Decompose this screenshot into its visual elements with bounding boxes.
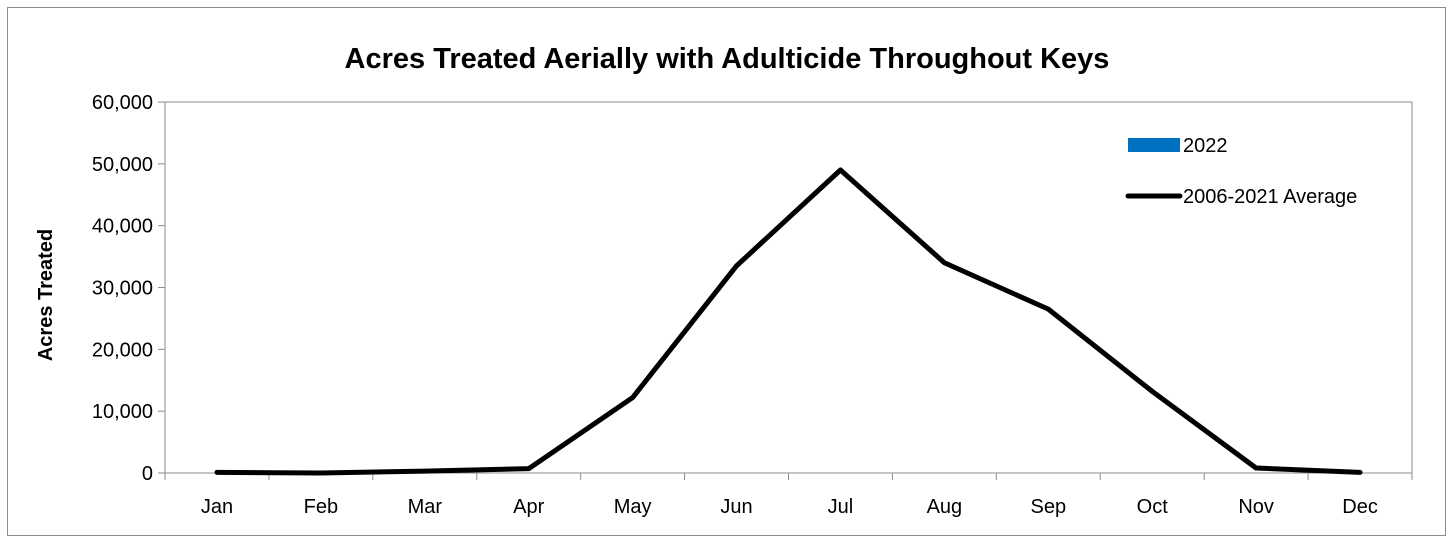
y-axis-label: Acres Treated — [35, 229, 57, 361]
x-tick-label: Mar — [408, 496, 443, 518]
y-tick-label: 30,000 — [92, 278, 153, 300]
chart-title: Acres Treated Aerially with Adulticide T… — [345, 43, 1110, 75]
legend-label-2022: 2022 — [1183, 135, 1228, 157]
legend: 2022 2006-2021 Average — [1125, 135, 1357, 208]
y-tick-label: 60,000 — [92, 92, 153, 114]
x-tick-label: Apr — [513, 496, 544, 518]
x-tick-label: Dec — [1342, 496, 1378, 518]
legend-swatch-2022 — [1128, 138, 1180, 152]
x-tick-label: Jan — [201, 496, 233, 518]
x-tick-label: Sep — [1030, 496, 1066, 518]
y-tick-label: 50,000 — [92, 154, 153, 176]
chart-frame: Acres Treated Aerially with Adulticide T… — [7, 7, 1446, 536]
x-tick-label: Jul — [828, 496, 854, 518]
y-tick-label: 10,000 — [92, 401, 153, 423]
series-line-average — [214, 167, 1363, 476]
y-tick-label: 0 — [142, 463, 153, 485]
y-tick-label: 40,000 — [92, 216, 153, 238]
x-tick-label: Nov — [1238, 496, 1274, 518]
x-tick-label: Feb — [304, 496, 338, 518]
chart-svg: Acres Treated Aerially with Adulticide T… — [35, 43, 1413, 518]
line-series — [214, 167, 1363, 476]
plot-area — [164, 101, 1413, 474]
y-tick-label: 20,000 — [92, 339, 153, 361]
x-tick-label: Jun — [720, 496, 752, 518]
x-tick-label: Oct — [1137, 496, 1169, 518]
legend-label-average: 2006-2021 Average — [1183, 186, 1357, 208]
x-axis: Jan Feb Mar Apr May Jun Jul Aug Sep Oct Nov Dec — [164, 473, 1413, 518]
x-tick-label: Aug — [927, 496, 963, 518]
y-axis: 0 10,000 20,000 30,000 40,000 50,000 60,000 — [92, 92, 165, 485]
x-tick-label: May — [614, 496, 652, 518]
